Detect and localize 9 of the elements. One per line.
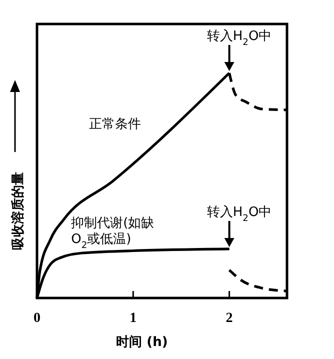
x-tick-label: 0 xyxy=(34,311,40,326)
x-tick-label: 1 xyxy=(130,311,137,326)
series-label: 抑制代谢(如缺O$_{2}$或低温) xyxy=(71,216,154,251)
series-label: 正常条件 xyxy=(89,117,142,132)
annotation: 转入H$_{2}$O中 xyxy=(206,29,272,48)
y-axis-title: 吸收溶质的量 xyxy=(10,172,26,250)
x-axis-title: 时间 (h) xyxy=(116,335,168,350)
annotation: 转入H$_{2}$O中 xyxy=(206,204,272,224)
x-tick-label: 2 xyxy=(226,311,233,326)
